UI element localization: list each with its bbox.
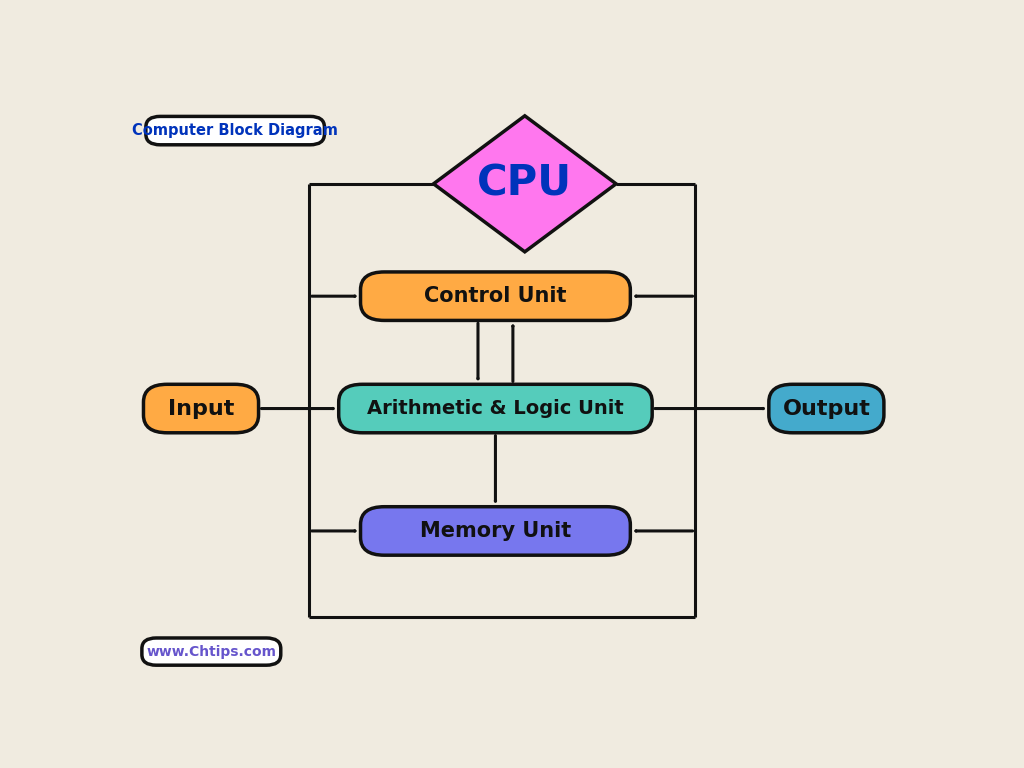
Text: Control Unit: Control Unit — [424, 286, 566, 306]
FancyBboxPatch shape — [145, 117, 325, 145]
Polygon shape — [433, 116, 616, 252]
FancyBboxPatch shape — [360, 272, 631, 320]
FancyBboxPatch shape — [360, 507, 631, 555]
Text: Input: Input — [168, 399, 234, 419]
FancyBboxPatch shape — [339, 384, 652, 433]
Text: Output: Output — [782, 399, 870, 419]
FancyBboxPatch shape — [143, 384, 258, 433]
Text: Computer Block Diagram: Computer Block Diagram — [132, 123, 338, 138]
Text: Memory Unit: Memory Unit — [420, 521, 571, 541]
Text: www.Chtips.com: www.Chtips.com — [146, 644, 276, 659]
FancyBboxPatch shape — [142, 638, 281, 665]
Text: CPU: CPU — [477, 163, 572, 205]
Text: Arithmetic & Logic Unit: Arithmetic & Logic Unit — [367, 399, 624, 418]
FancyBboxPatch shape — [769, 384, 884, 433]
